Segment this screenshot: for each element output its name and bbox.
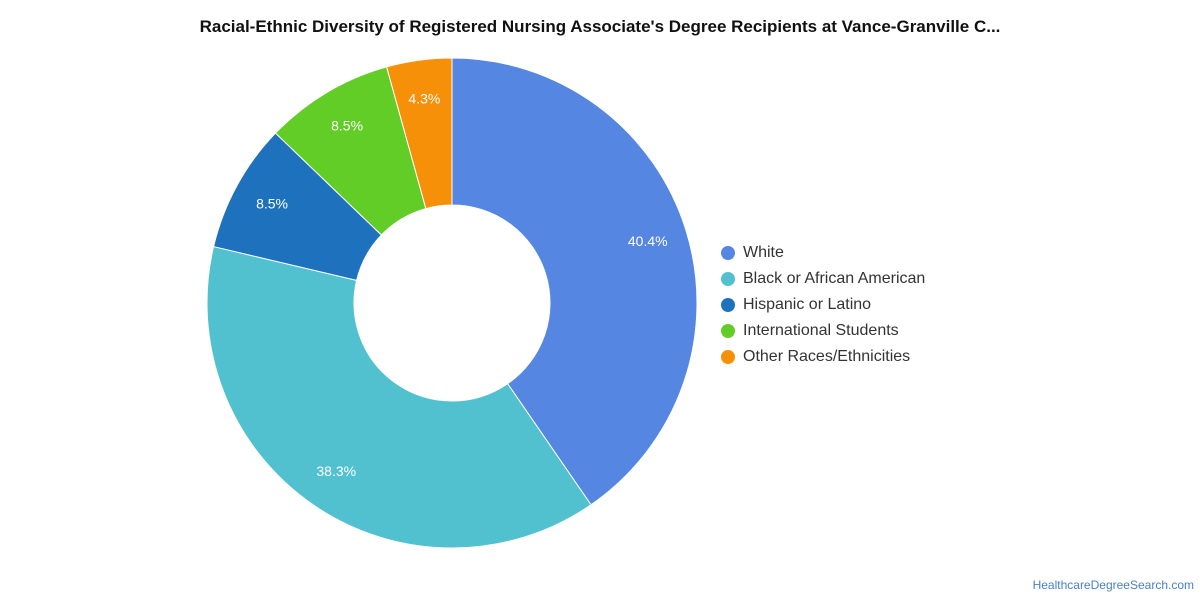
legend-item[interactable]: White bbox=[721, 240, 925, 266]
slice-label: 40.4% bbox=[628, 233, 668, 249]
slice-label: 8.5% bbox=[331, 118, 363, 134]
legend-swatch bbox=[721, 246, 735, 260]
source-link[interactable]: HealthcareDegreeSearch.com bbox=[1032, 578, 1194, 592]
legend-swatch bbox=[721, 272, 735, 286]
slice-other-races-ethnicities[interactable] bbox=[385, 57, 453, 210]
legend-swatch bbox=[721, 298, 735, 312]
legend-label: Hispanic or Latino bbox=[743, 296, 872, 313]
slice-label: 8.5% bbox=[256, 196, 288, 212]
legend-item[interactable]: Other Races/Ethnicities bbox=[721, 344, 925, 370]
legend-label: International Students bbox=[743, 322, 899, 339]
slice-white[interactable] bbox=[451, 57, 698, 506]
legend-swatch bbox=[721, 350, 735, 364]
legend-label: White bbox=[743, 244, 784, 261]
chart-title: Racial-Ethnic Diversity of Registered Nu… bbox=[199, 17, 1001, 36]
legend-label: Black or African American bbox=[743, 270, 926, 287]
legend-item[interactable]: Hispanic or Latino bbox=[721, 292, 925, 318]
legend-item[interactable]: International Students bbox=[721, 318, 925, 344]
slice-label: 38.3% bbox=[316, 463, 356, 479]
legend-swatch bbox=[721, 324, 735, 338]
legend-label: Other Races/Ethnicities bbox=[743, 348, 911, 365]
slice-black-or-african-american[interactable] bbox=[206, 245, 592, 549]
legend: White Black or African American Hispanic o… bbox=[721, 240, 925, 370]
slice-label: 4.3% bbox=[408, 91, 440, 107]
legend-item[interactable]: Black or African American bbox=[721, 266, 925, 292]
